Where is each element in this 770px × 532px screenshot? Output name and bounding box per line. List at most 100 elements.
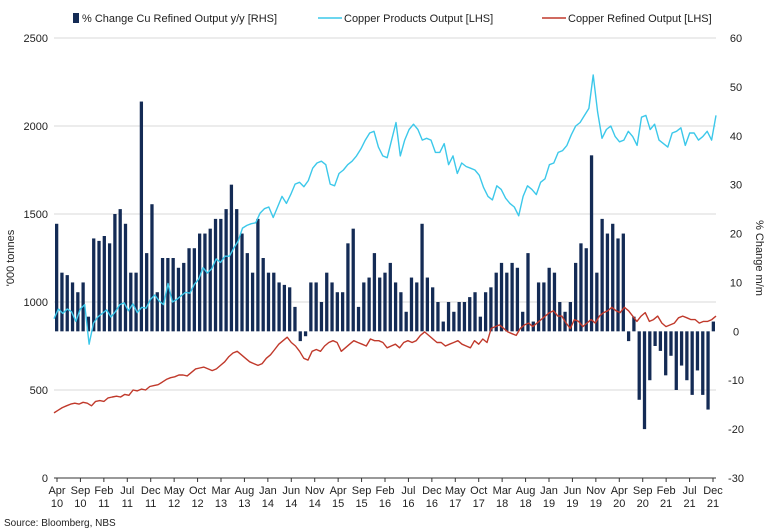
bar <box>261 258 265 332</box>
bar <box>542 282 546 332</box>
right-axis-title: % Change m/m <box>753 220 765 296</box>
bar <box>478 316 482 332</box>
bar <box>626 331 631 342</box>
x-tick-label-year: 17 <box>473 498 485 510</box>
left-axis-title: '000 tonnes <box>5 229 17 286</box>
bar <box>515 267 520 332</box>
x-tick-label: Mar <box>493 485 512 497</box>
x-tick-label-year: 14 <box>262 498 274 510</box>
left-tick-label: 1000 <box>24 297 48 309</box>
bar <box>203 233 207 332</box>
bar <box>664 331 668 376</box>
bar <box>637 331 641 400</box>
bar <box>166 258 170 332</box>
bar <box>240 233 244 332</box>
bar <box>129 272 133 332</box>
bar <box>250 272 255 332</box>
bar <box>383 272 387 332</box>
bar <box>60 272 64 332</box>
x-tick-label-year: 20 <box>637 498 649 510</box>
bar <box>510 262 514 332</box>
bar <box>611 223 615 332</box>
x-tick-label-year: 18 <box>496 498 508 510</box>
bar <box>171 258 175 332</box>
x-tick-label-year: 19 <box>543 498 555 510</box>
x-tick-label: Mar <box>212 485 231 497</box>
legend-swatch-bars <box>73 13 79 23</box>
bar <box>425 277 430 332</box>
bar <box>293 306 297 332</box>
x-tick-label-year: 14 <box>309 498 321 510</box>
bar <box>632 316 636 332</box>
x-tick-label: Oct <box>470 485 487 497</box>
right-tick-label: 0 <box>733 326 739 338</box>
x-tick-label: Jun <box>564 485 582 497</box>
bar <box>536 282 541 332</box>
bar <box>494 272 498 332</box>
bar <box>468 297 472 332</box>
legend: % Change Cu Refined Output y/y [RHS] Cop… <box>73 13 712 25</box>
x-tick-label: Jun <box>282 485 300 497</box>
bar <box>229 184 234 332</box>
bar <box>113 214 117 332</box>
bar <box>92 238 96 332</box>
x-tick-label-year: 11 <box>122 498 133 510</box>
bar <box>319 302 324 332</box>
bar <box>55 223 59 332</box>
x-tick-label-year: 18 <box>519 498 531 510</box>
x-tick-label: Feb <box>94 485 113 497</box>
bar <box>367 277 371 332</box>
bar <box>155 292 159 332</box>
bar <box>208 228 212 332</box>
bar <box>76 292 80 332</box>
bar <box>303 331 308 337</box>
bar <box>362 282 366 332</box>
bar <box>123 223 128 332</box>
bar <box>235 209 239 332</box>
bar <box>436 302 440 332</box>
bar <box>118 209 122 332</box>
x-tick-label: Sep <box>71 485 91 497</box>
bar <box>139 101 144 332</box>
x-tick-label: Dec <box>703 485 723 497</box>
bar <box>658 331 663 351</box>
bar <box>197 233 202 332</box>
bar <box>150 204 154 332</box>
x-tick-label: Oct <box>189 485 206 497</box>
x-tick-label-year: 11 <box>98 498 109 510</box>
bar <box>420 223 424 332</box>
bar <box>446 302 451 332</box>
bar <box>711 321 715 332</box>
bar <box>579 243 583 332</box>
right-tick-label: 10 <box>730 277 742 289</box>
refined-line <box>53 306 717 414</box>
bar <box>462 302 467 332</box>
right-tick-label: 30 <box>730 180 742 192</box>
right-axis-ticks: -30 -20 -10 0 10 20 30 40 50 60 <box>728 33 744 485</box>
x-tick-label: Jul <box>120 485 134 497</box>
bar <box>314 282 318 332</box>
x-tick-label-year: 21 <box>683 498 695 510</box>
bar <box>404 311 408 332</box>
x-tick-label: Jan <box>540 485 558 497</box>
bar <box>65 275 69 332</box>
left-tick-label: 0 <box>42 473 48 485</box>
x-tick-label: Aug <box>516 485 536 497</box>
x-tick-label-year: 20 <box>613 498 625 510</box>
bar <box>277 282 281 332</box>
x-tick-label-year: 19 <box>566 498 578 510</box>
bar <box>600 218 604 332</box>
bar <box>351 228 355 332</box>
bar <box>648 331 652 381</box>
bar <box>393 282 398 332</box>
x-tick-label-year: 21 <box>660 498 672 510</box>
x-tick-label-year: 15 <box>332 498 344 510</box>
bar <box>642 331 647 430</box>
bar-series <box>55 101 715 430</box>
left-tick-label: 2000 <box>24 121 48 133</box>
bar <box>489 287 493 332</box>
x-tick-label: Apr <box>330 485 347 497</box>
bar <box>568 302 573 332</box>
bar <box>224 209 228 332</box>
